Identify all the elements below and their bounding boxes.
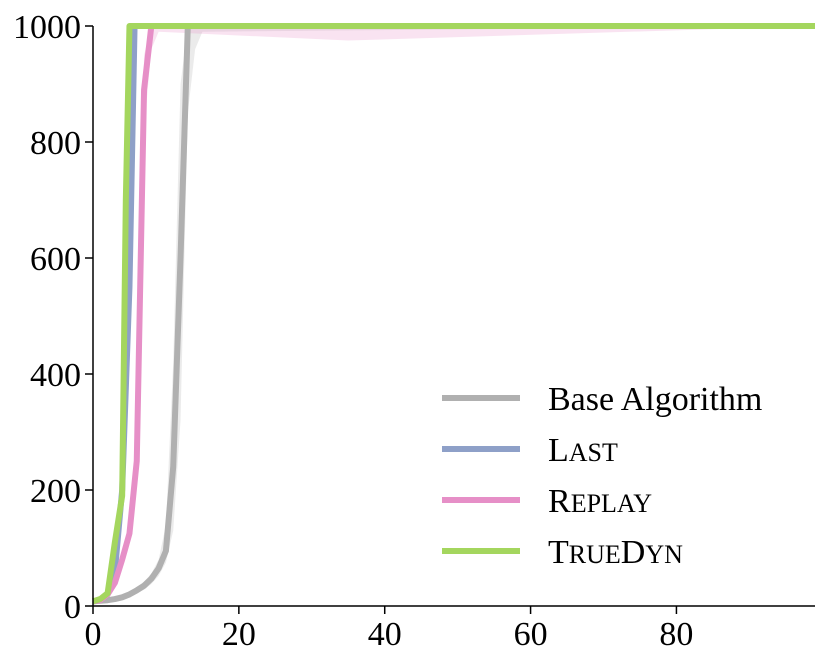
legend-label: LAST [548,432,618,469]
x-tick-label: 0 [85,616,102,653]
series-line-last [92,23,815,605]
x-tick-label: 20 [222,616,256,653]
band-replay [93,26,815,603]
x-tick-label: 40 [368,616,402,653]
series-lines [92,23,815,605]
x-tick-label: 80 [659,616,693,653]
y-tick-label: 0 [64,589,81,626]
axes [92,26,815,607]
y-tick-label: 1000 [13,9,81,46]
x-tick-label: 60 [514,616,548,653]
legend-item-replay: REPLAY [442,483,652,520]
band-base-algorithm [93,26,815,603]
legend-label: TRUEDYN [548,534,683,571]
legend-item-truedyn: TRUEDYN [442,534,683,571]
confidence-bands [93,26,815,603]
legend: Base Algorithm LAST REPLAY TRUEDYN [442,381,762,571]
y-tick-label: 400 [30,357,81,394]
y-tick-label: 800 [30,125,81,162]
legend-item-last: LAST [442,432,618,469]
legend-label: Base Algorithm [548,381,762,418]
legend-item-base-algorithm: Base Algorithm [442,381,762,418]
y-tick-label: 200 [30,473,81,510]
y-tick-label: 600 [30,241,81,278]
series-line-replay [92,23,815,605]
series-line-truedyn [92,23,815,605]
legend-label: REPLAY [548,483,652,520]
series-line-base-algorithm [92,23,815,605]
